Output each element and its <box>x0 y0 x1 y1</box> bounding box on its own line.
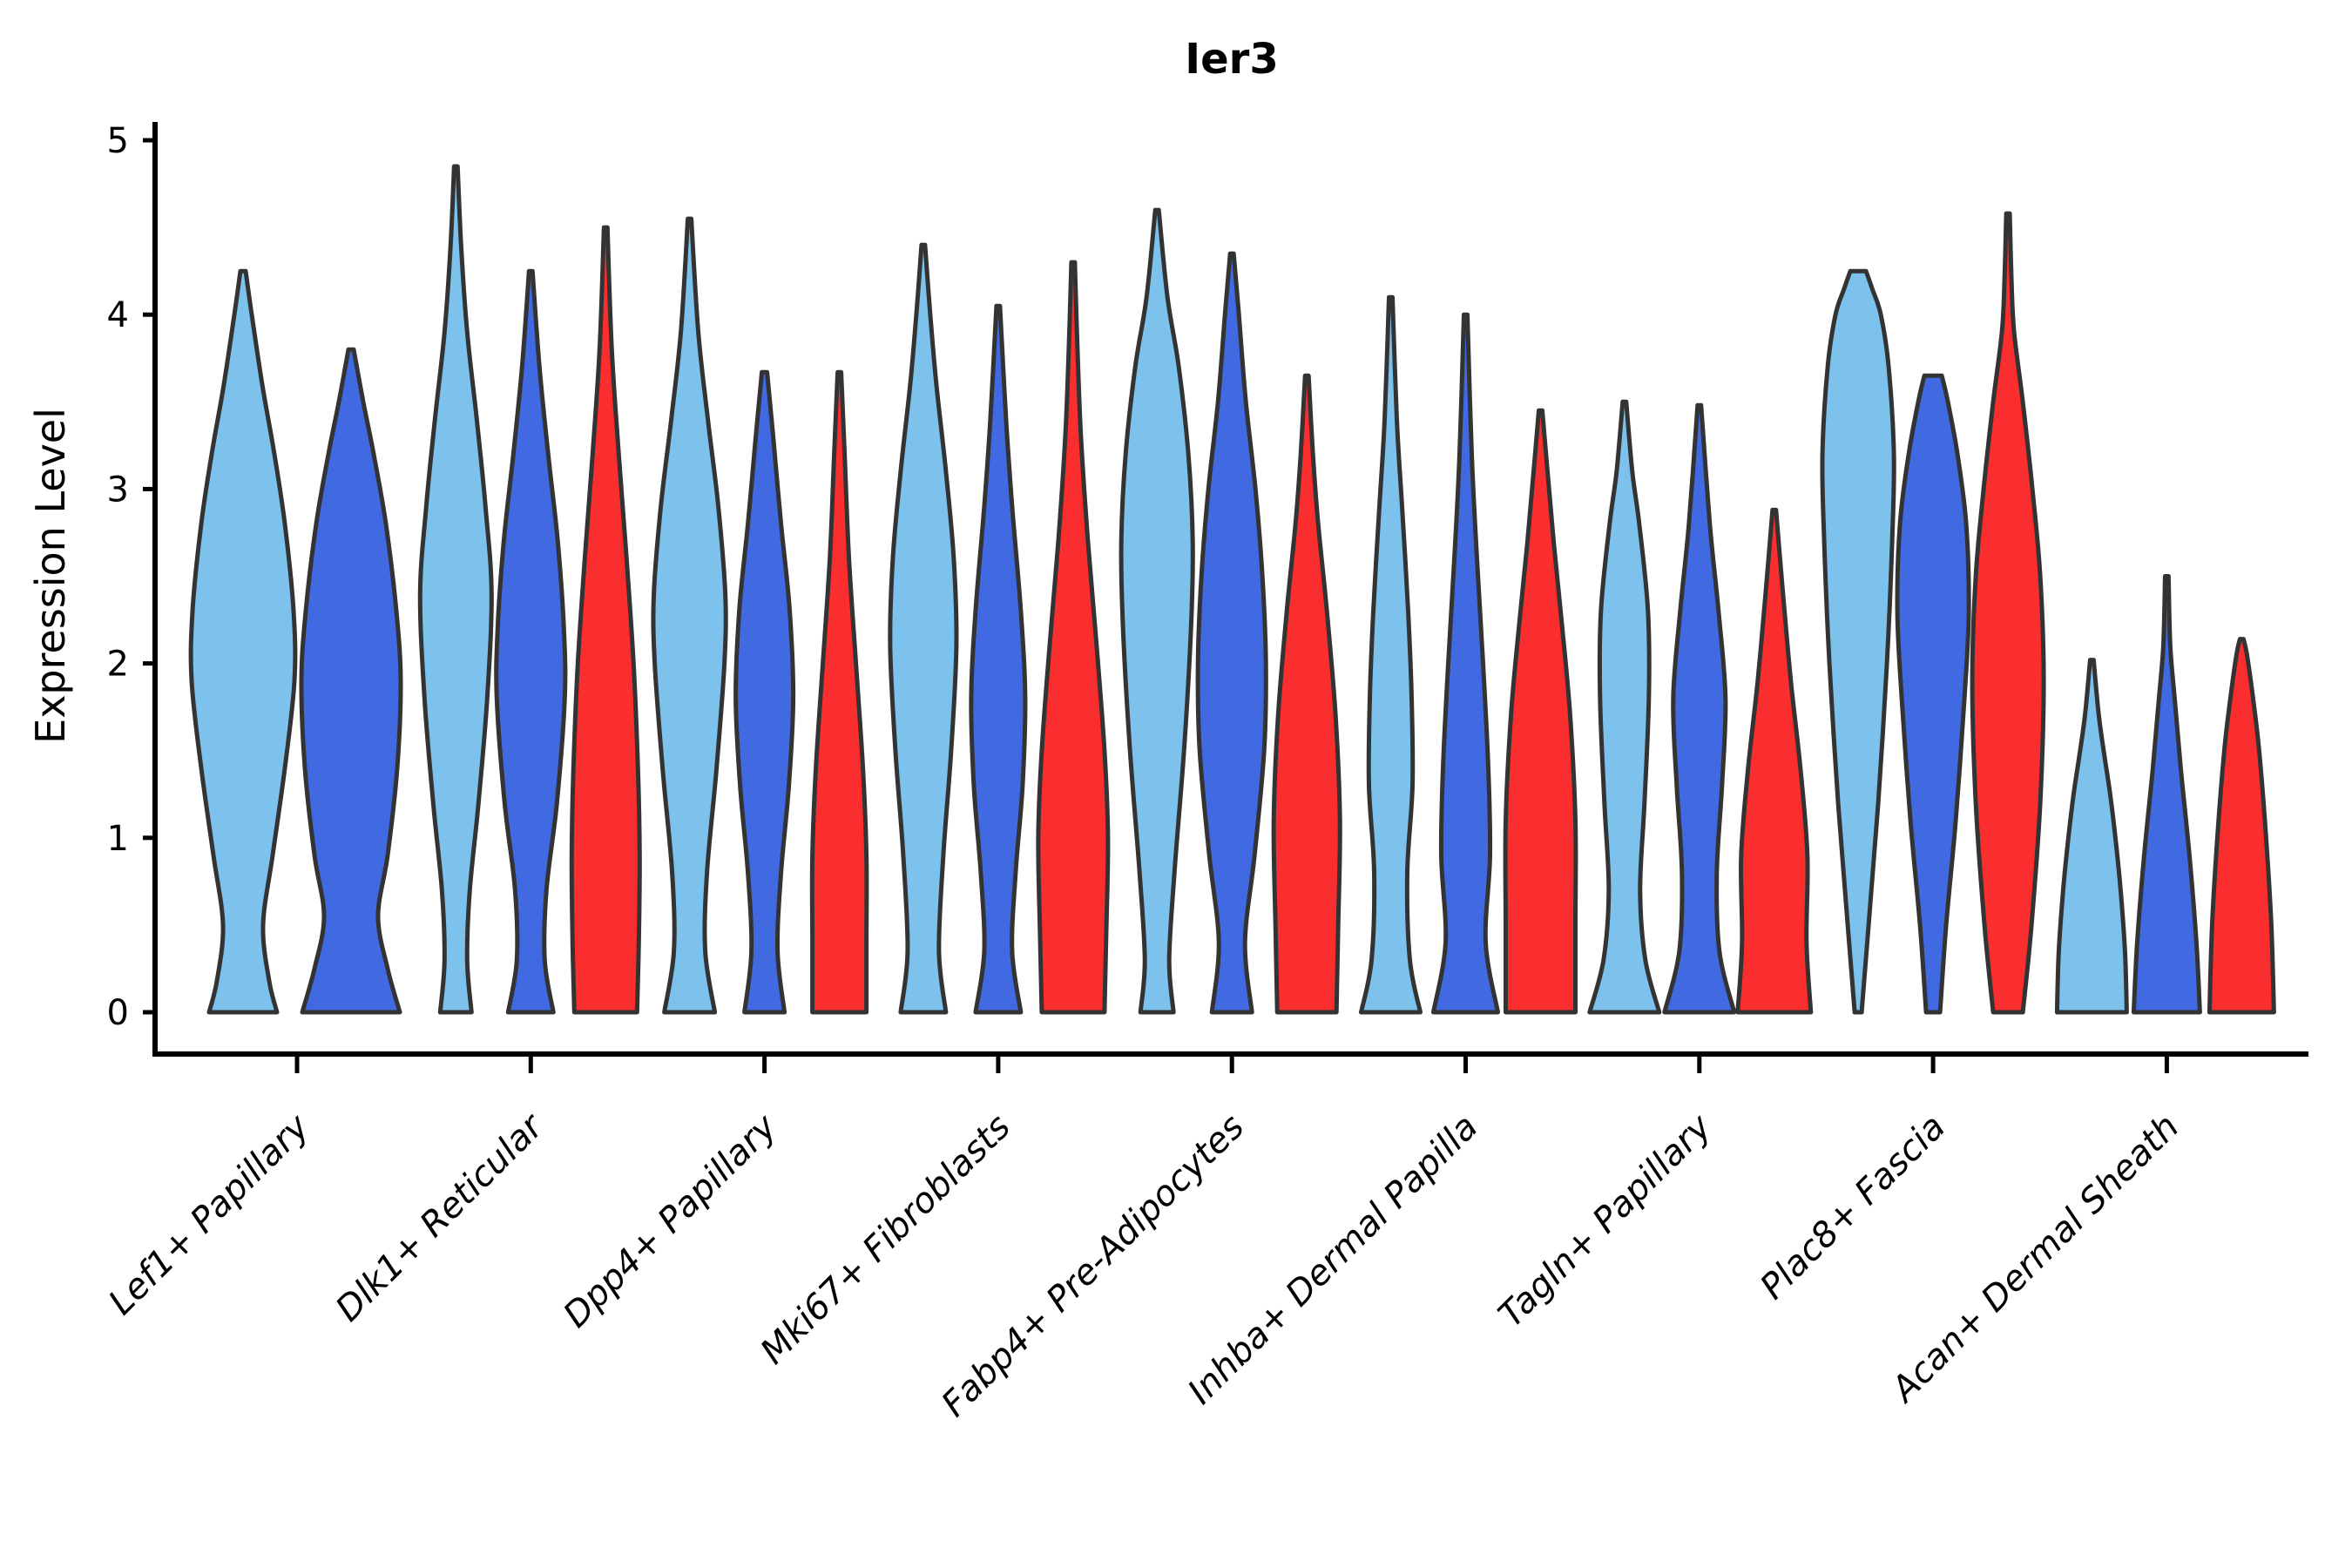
violin-cat2-hue1 <box>733 369 796 1015</box>
violin-cat7-hue2 <box>1970 211 2046 1015</box>
x-tick-label: Mki67+ Fibroblasts <box>753 1107 1018 1373</box>
violin-cat7-hue0 <box>1820 268 1896 1015</box>
violin-cat6-hue0 <box>1587 399 1662 1015</box>
y-tick-label: 5 <box>107 121 129 161</box>
violin-cat3-hue0 <box>888 242 959 1015</box>
violin-cat0-hue1 <box>299 347 403 1015</box>
y-axis-title: Expression Level <box>27 408 74 744</box>
violin-cat1-hue0 <box>417 164 494 1015</box>
y-tick-label: 3 <box>107 470 129 510</box>
chart-title: Ier3 <box>1185 35 1279 84</box>
violin-cat5-hue0 <box>1359 294 1423 1015</box>
x-tick-label: Lef1+ Papillary <box>101 1106 318 1323</box>
violin-cat7-hue1 <box>1895 373 1971 1015</box>
y-tick-label: 4 <box>107 295 129 335</box>
violin-cat4-hue2 <box>1271 373 1342 1015</box>
x-tick-label: Tagln+ Papillary <box>1491 1106 1720 1335</box>
x-tick-label: Dpp4+ Papillary <box>556 1106 785 1335</box>
violin-cat2-hue0 <box>651 216 728 1015</box>
violin-cat3-hue1 <box>969 303 1028 1015</box>
violin-cat1-hue2 <box>569 225 642 1015</box>
violin-cat5-hue1 <box>1431 312 1500 1015</box>
violin-cat8-hue0 <box>2054 658 2129 1015</box>
violin-cat3-hue2 <box>1036 260 1111 1015</box>
violin-cat5-hue2 <box>1503 408 1578 1015</box>
y-tick-label: 0 <box>107 993 129 1033</box>
violin-cat0-hue0 <box>188 268 298 1015</box>
violin-cat4-hue0 <box>1119 207 1195 1015</box>
violin-cat8-hue2 <box>2207 637 2276 1015</box>
y-tick-label: 2 <box>107 645 129 685</box>
y-tick-label: 1 <box>107 819 129 859</box>
x-tick-label: Dlk1+ Reticular <box>328 1105 552 1329</box>
violin-cat1-hue1 <box>494 268 568 1015</box>
x-tick-label: Plac8+ Fascia <box>1753 1107 1953 1308</box>
violin-cat6-hue2 <box>1735 507 1814 1015</box>
violin-cat4-hue1 <box>1195 251 1268 1015</box>
violin-cat2-hue2 <box>809 369 869 1015</box>
violin-cat6-hue1 <box>1662 402 1737 1015</box>
violin-cat8-hue1 <box>2131 574 2202 1015</box>
